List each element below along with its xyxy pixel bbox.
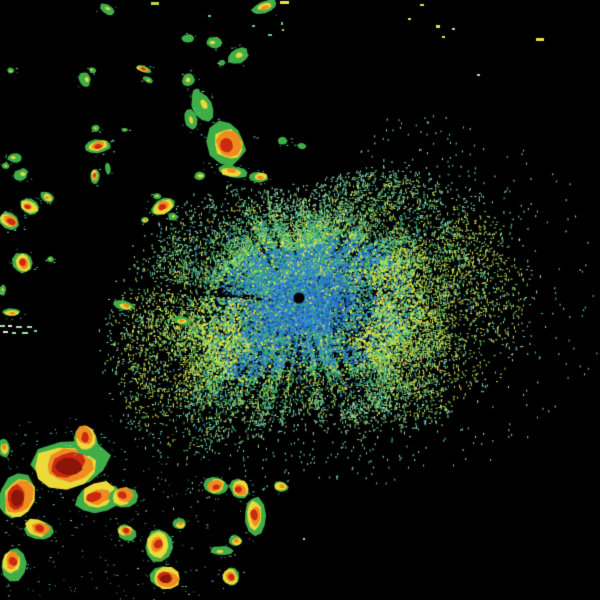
radar-display — [0, 0, 600, 600]
radar-reflectivity-canvas — [0, 0, 600, 600]
